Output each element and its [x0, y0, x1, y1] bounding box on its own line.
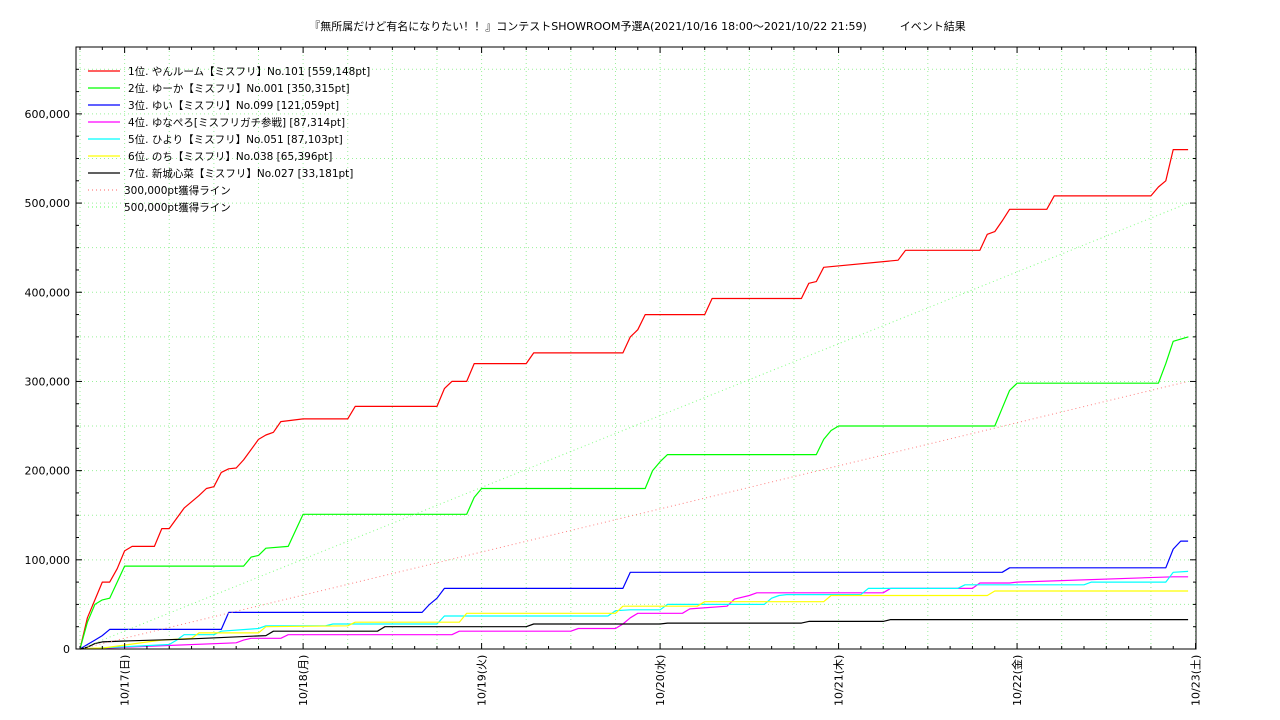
legend-entry: 4位. ゆなぺろ[ミスフリガチ参戦] [87,314pt]: [128, 116, 345, 129]
y-tick-label: 200,000: [25, 465, 71, 478]
y-tick-label: 500,000: [25, 197, 71, 210]
x-tick-label: 10/21(木): [833, 655, 846, 706]
legend: 1位. やんルーム【ミスフリ】No.101 [559,148pt] 2位. ゆーか…: [88, 65, 370, 214]
x-tick-label: 10/19(火): [476, 655, 489, 706]
series-line-7: [79, 618, 1189, 650]
legend-entry: 3位. ゆい【ミスフリ】No.099 [121,059pt]: [128, 99, 339, 112]
chart-title: 『無所属だけど有名になりたい！！』コンテストSHOWROOM予選A(2021/1…: [309, 20, 966, 33]
grid-layer: [76, 47, 1197, 649]
series-layer: [79, 149, 1189, 650]
y-tick-label: 100,000: [25, 554, 71, 567]
series-line-2: [79, 336, 1189, 650]
legend-entry: 500,000pt獲得ライン: [124, 201, 231, 214]
y-tick-label: 300,000: [25, 375, 71, 388]
series-line-5: [79, 570, 1189, 650]
legend-entry: 1位. やんルーム【ミスフリ】No.101 [559,148pt]: [128, 65, 370, 78]
legend-entry: 7位. 新城心菜【ミスフリ】No.027 [33,181pt]: [128, 167, 353, 180]
legend-entry: 300,000pt獲得ライン: [124, 184, 231, 197]
legend-entry: 2位. ゆーか【ミスフリ】No.001 [350,315pt]: [128, 82, 350, 95]
y-tick-label: 600,000: [25, 108, 71, 121]
series-line-1: [79, 149, 1189, 650]
series-line-8: [79, 380, 1189, 650]
series-line-3: [79, 540, 1189, 650]
legend-entry: 6位. のち【ミスフリ】No.038 [65,396pt]: [128, 150, 332, 163]
series-line-4: [79, 576, 1189, 650]
legend-entry: 5位. ひより【ミスフリ】No.051 [87,103pt]: [128, 133, 343, 146]
x-tick-label: 10/23(土): [1190, 655, 1203, 706]
x-tick-label: 10/20(水): [654, 655, 667, 706]
x-tick-label: 10/22(金): [1010, 655, 1024, 706]
x-tick-label: 10/17(日): [119, 655, 132, 706]
y-tick-label: 400,000: [25, 286, 71, 299]
y-tick-label: 0: [63, 643, 70, 656]
x-tick-label: 10/18(月): [297, 655, 310, 706]
plot-frame: [75, 46, 1197, 650]
axis-layer: 0 100,000 200,000 300,000 400,000 500,000 600,…: [25, 46, 1203, 706]
